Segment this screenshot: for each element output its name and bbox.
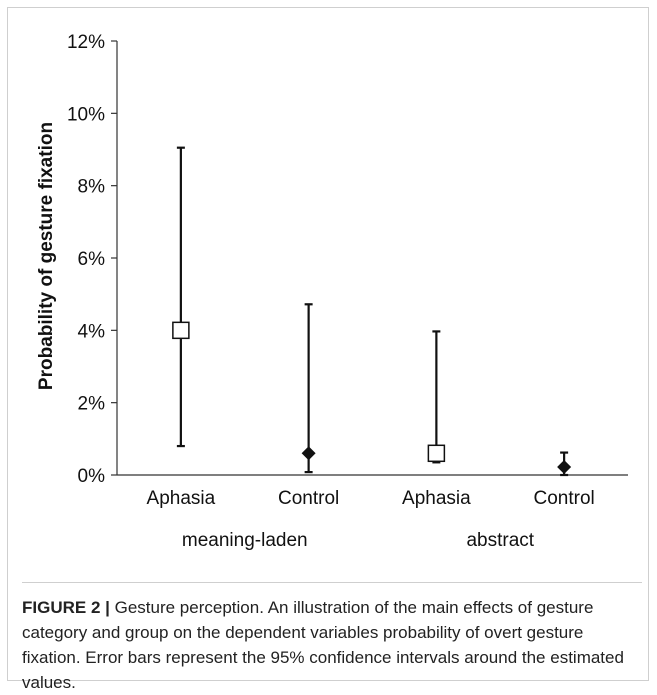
chart: 0% 2% 4% 6% 8% 10% 12% Aphasia Control Aphasia Co… [36,32,628,551]
data-point-square [172,321,190,340]
x-group-label: abstract [466,530,534,551]
x-group-label: meaning-laden [182,530,308,551]
x-tick-label: Aphasia [402,488,471,509]
y-tick-label: 2% [78,394,106,415]
y-tick-label: 4% [78,321,106,342]
data-point-diamond [557,460,572,475]
figure-caption: FIGURE 2 | Gesture perception. An illust… [22,582,642,695]
y-tick-label: 12% [67,32,105,53]
caption-text: Gesture perception. An illustration of t… [22,598,624,692]
y-axis: 0% 2% 4% 6% 8% 10% 12% [67,32,118,487]
y-tick-label: 8% [78,177,106,198]
x-tick-label: Aphasia [147,488,216,509]
x-tick-label: Control [534,488,595,509]
chart-svg: 0% 2% 4% 6% 8% 10% 12% Aphasia Control Aphasia Co… [36,32,628,551]
data-point-diamond [301,446,316,461]
y-axis-label: Probability of gesture fixation [36,122,57,390]
figure-frame [7,7,649,681]
data-marks [172,146,572,477]
y-tick-label: 0% [78,466,106,487]
x-axis: Aphasia Control Aphasia Control meaning-lade… [117,474,628,551]
caption-label: FIGURE 2 | [22,598,110,617]
x-tick-label: Control [278,488,339,509]
y-tick-label: 10% [67,104,105,125]
y-tick-label: 6% [78,249,106,270]
data-point-square [427,444,446,463]
